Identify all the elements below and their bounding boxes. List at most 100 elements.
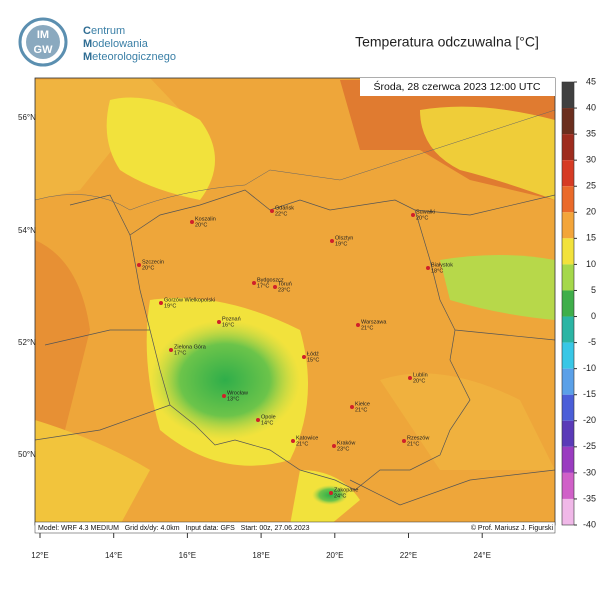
lat-label: 56°N <box>18 113 36 122</box>
city-temp: 22°C <box>275 211 287 217</box>
city-name: Poznań <box>222 316 241 322</box>
city-temp: 17°C <box>257 283 269 289</box>
colorbar-segment <box>562 134 574 161</box>
city-name: Rzeszów <box>407 435 429 441</box>
lat-label: 52°N <box>18 338 36 347</box>
city-dot <box>332 444 336 448</box>
colorbar-segment <box>562 238 574 265</box>
city-name: Gorzów Wielkopolski <box>164 297 215 303</box>
org-rest: entrum <box>91 25 125 37</box>
colorbar-label: -30 <box>583 467 596 477</box>
city-temp: 21°C <box>361 325 373 331</box>
city-name: Olsztyn <box>335 235 353 241</box>
colorbar-segment <box>562 498 574 525</box>
title: Temperatura odczuwalna [°C] <box>355 34 539 50</box>
colorbar-label: 5 <box>591 285 596 295</box>
lon-label: 22°E <box>400 551 417 560</box>
city-name: Bydgoszcz <box>257 277 284 283</box>
city-temp: 20°C <box>195 222 207 228</box>
city-temp: 14°C <box>261 420 273 426</box>
colorbar-label: 40 <box>586 102 596 112</box>
colorbar-label: -10 <box>583 363 596 373</box>
city-temp: 16°C <box>222 322 234 328</box>
colorbar-label: 20 <box>586 207 596 217</box>
colorbar-segment <box>562 446 574 473</box>
city-name: Warszawa <box>361 319 387 325</box>
org-line: Centrum <box>83 25 125 37</box>
colorbar-label: -40 <box>583 519 596 529</box>
city-dot <box>273 285 277 289</box>
logo-text: IM <box>37 29 49 41</box>
colorbar-label: 30 <box>586 155 596 165</box>
city-name: Opole <box>261 414 276 420</box>
time-box <box>360 78 555 96</box>
org-rest: eteorologicznego <box>92 51 176 63</box>
valid-time: Środa, 28 czerwca 2023 12:00 UTC <box>374 80 541 93</box>
colorbar-segment <box>562 212 574 239</box>
lon-label: 20°E <box>326 551 343 560</box>
footer: Model: WRF 4.3 MEDIUM Grid dx/dy: 4.0km … <box>38 525 310 532</box>
city-dot <box>270 209 274 213</box>
city-temp: 19°C <box>164 303 176 309</box>
org-initial: M <box>83 51 92 63</box>
org-line: Meteorologicznego <box>83 51 176 63</box>
org-rest: odelowania <box>92 38 149 50</box>
lat-label: 54°N <box>18 226 36 235</box>
city-temp: 17°C <box>174 350 186 356</box>
colorbar-label: -5 <box>588 337 596 347</box>
city-dot <box>169 348 173 352</box>
colorbar-segment <box>562 160 574 187</box>
credit: © Prof. Mariusz J. Figurski <box>471 524 554 532</box>
city-dot <box>426 266 430 270</box>
lon-label: 24°E <box>473 551 490 560</box>
city-dot <box>329 491 333 495</box>
city-temp: 20°C <box>413 378 425 384</box>
city-name: Katowice <box>296 435 318 441</box>
city-temp: 15°C <box>307 357 319 363</box>
colorbar-label: 15 <box>586 233 596 243</box>
city-name: Koszalin <box>195 216 216 222</box>
lon-label: 16°E <box>179 551 196 560</box>
city-temp: 23°C <box>337 446 349 452</box>
org-line: Modelowania <box>83 38 149 50</box>
colorbar-segment <box>562 290 574 317</box>
colorbar-segment <box>562 316 574 343</box>
lon-label: 18°E <box>252 551 269 560</box>
colorbar-label: -35 <box>583 493 596 503</box>
city-name: Kraków <box>337 440 355 446</box>
city-temp: 13°C <box>227 396 239 402</box>
colorbar-label: -25 <box>583 441 596 451</box>
city-temp: 18°C <box>431 268 443 274</box>
colorbar-segment <box>562 264 574 291</box>
city-dot <box>291 439 295 443</box>
colorbar-segment <box>562 82 574 109</box>
city-name: Suwałki <box>416 209 435 215</box>
city-dot <box>190 220 194 224</box>
city-name: Łódź <box>307 351 319 357</box>
city-dot <box>159 301 163 305</box>
colorbar-segment <box>562 472 574 499</box>
colorbar-frame <box>561 81 575 526</box>
city-name: Gdańsk <box>275 205 294 211</box>
city-dot <box>137 263 141 267</box>
city-name: Szczecin <box>142 259 164 265</box>
logo: IM GW <box>18 17 68 67</box>
colorbar-label: 45 <box>586 76 596 86</box>
city-temp: 19°C <box>335 241 347 247</box>
colorbar-label: 0 <box>591 311 596 321</box>
footer-box <box>34 521 556 534</box>
city-dot <box>302 355 306 359</box>
lon-label: 12°E <box>31 551 48 560</box>
city-dot <box>411 213 415 217</box>
colorbar-label: 35 <box>586 128 596 138</box>
city-dot <box>222 394 226 398</box>
city-dot <box>408 376 412 380</box>
colorbar-segment <box>562 368 574 395</box>
city-name: Toruń <box>278 281 292 287</box>
city-temp: 21°C <box>407 441 419 447</box>
colorbar-segment <box>562 108 574 135</box>
city-name: Kielce <box>355 401 370 407</box>
city-temp: 20°C <box>416 215 428 221</box>
